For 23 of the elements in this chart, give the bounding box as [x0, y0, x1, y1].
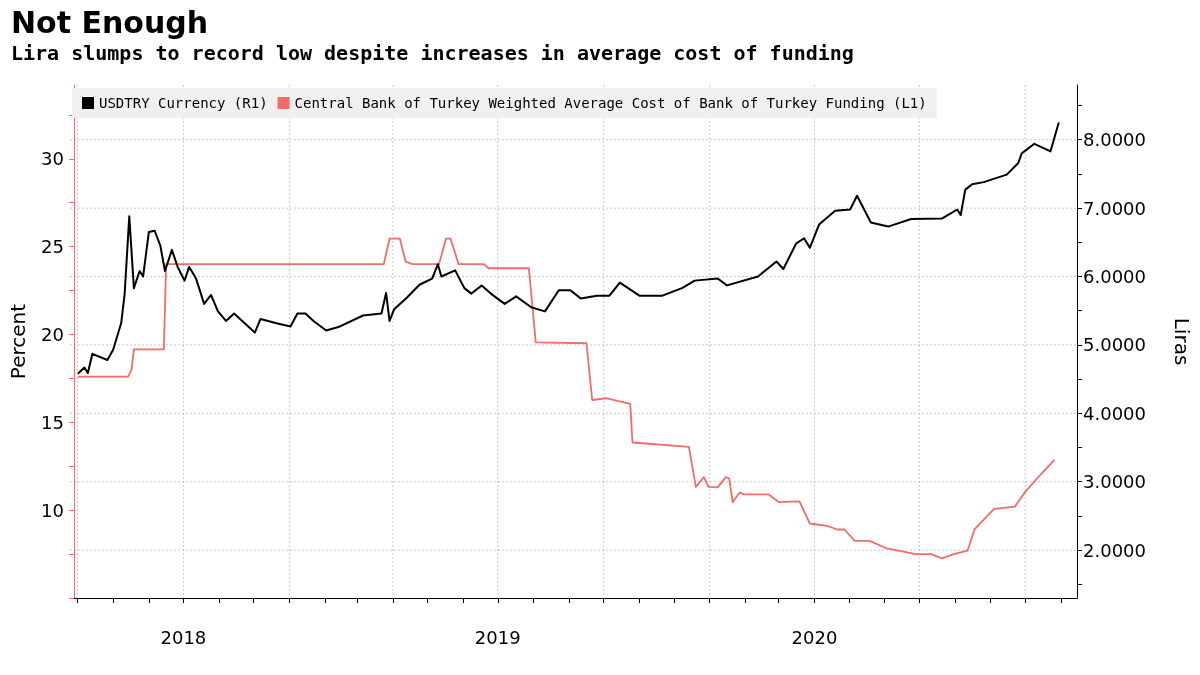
x-tick-label: 2019	[474, 626, 521, 648]
y-tick-label: 10	[41, 499, 64, 521]
y-axis-title: Percent	[6, 303, 30, 380]
y2-tick-label: 7.0000	[1083, 197, 1146, 219]
y2-axis-title: Liras	[1170, 317, 1194, 366]
line-series	[77, 122, 1060, 374]
y2-tick-label: 4.0000	[1083, 402, 1146, 424]
y-tick-label: 30	[41, 148, 64, 170]
y2-tick-label: 2.0000	[1083, 539, 1146, 561]
y2-tick-label: 8.0000	[1083, 129, 1146, 151]
y2-tick-label: 3.0000	[1083, 471, 1146, 493]
chart-title: Not Enough	[11, 4, 209, 40]
legend-label: USDTRY Currency (R1)	[99, 95, 268, 111]
legend-label: Central Bank of Turkey Weighted Average Cost of Bank of Turkey Funding (L1)	[294, 95, 927, 111]
y-tick-label: 20	[41, 323, 64, 345]
x-tick-label: 2020	[791, 626, 838, 648]
y2-tick-label: 5.0000	[1083, 334, 1146, 356]
x-tick-label: 2018	[160, 626, 207, 648]
chart-subtitle: Lira slumps to record low despite increases in average cost of funding	[11, 41, 854, 65]
y2-tick-label: 6.0000	[1083, 266, 1146, 288]
y-tick-label: 25	[41, 236, 64, 258]
y-tick-label: 15	[41, 411, 64, 433]
line-series	[77, 237, 1055, 560]
